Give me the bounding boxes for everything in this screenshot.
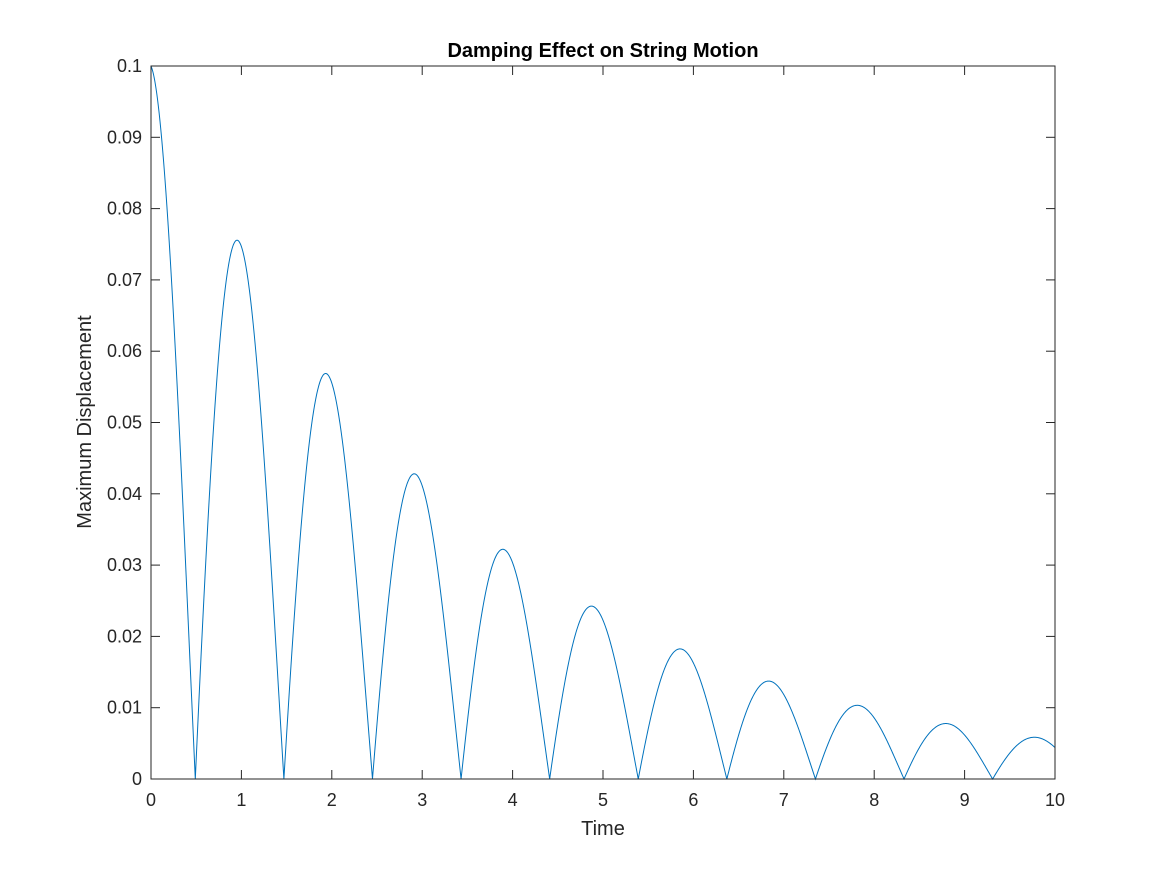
- x-tick-label: 0: [146, 790, 156, 810]
- axes-layer: 0 1 2 3 4 5 6 7 8 9 10 0 0.01 0.02 0.03 0.04 0.05 0.06 0.0…: [107, 56, 1065, 810]
- y-tick-label: 0.01: [107, 698, 142, 718]
- x-tick-label: 8: [869, 790, 879, 810]
- y-tick-label: 0: [132, 769, 142, 789]
- y-axis-title: Maximum Displacement: [74, 315, 96, 529]
- y-tick-label: 0.06: [107, 341, 142, 361]
- y-tick-label: 0.08: [107, 199, 142, 219]
- y-tick-label: 0.07: [107, 270, 142, 290]
- x-tick-label: 10: [1045, 790, 1065, 810]
- y-tick-label: 0.03: [107, 555, 142, 575]
- y-tick-label: 0.1: [117, 56, 142, 76]
- x-tick-label: 2: [327, 790, 337, 810]
- series-layer: [150, 65, 1056, 781]
- x-tick-label: 7: [779, 790, 789, 810]
- y-tick-label: 0.05: [107, 413, 142, 433]
- x-tick-label: 1: [236, 790, 246, 810]
- x-tick-label: 4: [508, 790, 518, 810]
- y-tick-label: 0.02: [107, 626, 142, 646]
- x-tick-label: 9: [960, 790, 970, 810]
- x-tick-label: 3: [417, 790, 427, 810]
- chart-title: Damping Effect on String Motion: [447, 40, 758, 62]
- x-tick-label: 6: [688, 790, 698, 810]
- y-tick-label: 0.09: [107, 127, 142, 147]
- y-tick-label: 0.04: [107, 484, 142, 504]
- x-tick-label: 5: [598, 790, 608, 810]
- series-line: [150, 65, 1056, 781]
- x-axis-title: Time: [581, 818, 625, 840]
